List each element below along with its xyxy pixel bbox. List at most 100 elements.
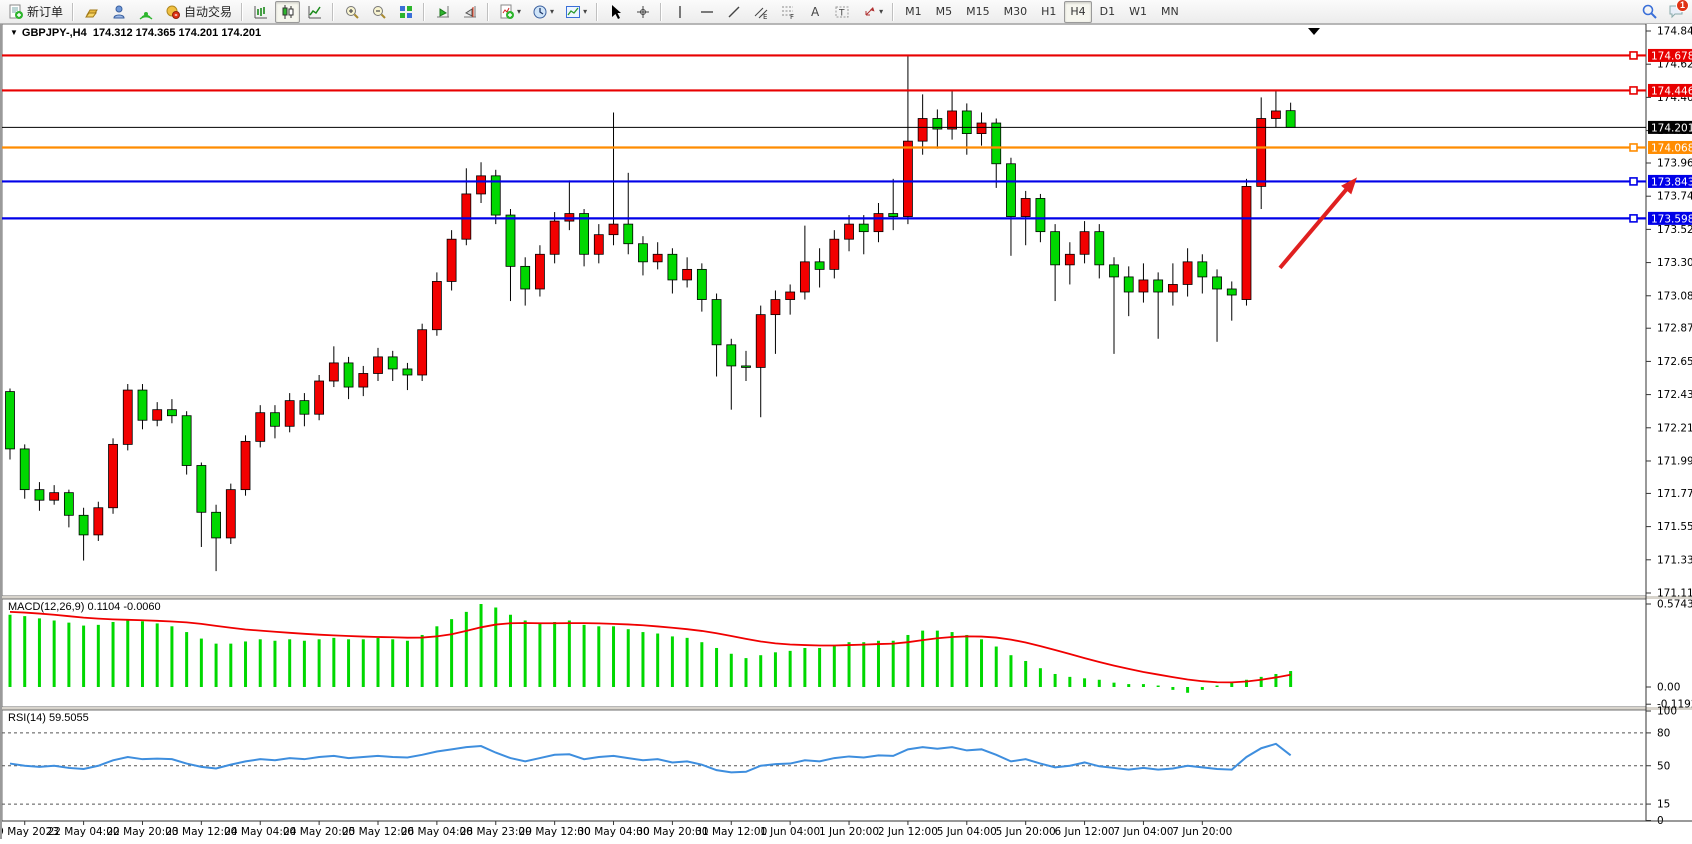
time-axis-label: 30 May 20:00 bbox=[636, 826, 708, 838]
dropdown-arrow-icon[interactable]: ▾ bbox=[550, 7, 555, 16]
toolbar-group bbox=[602, 1, 656, 23]
line-chart-button[interactable] bbox=[302, 1, 327, 23]
price-hline-handle[interactable] bbox=[1629, 177, 1638, 186]
templates-icon bbox=[564, 3, 581, 20]
chart-window[interactable]: ▼ GBPJPY-,H4 174.312 174.365 174.201 174.… bbox=[0, 23, 1692, 839]
bar-chart-button[interactable] bbox=[248, 1, 273, 23]
panel-separator[interactable] bbox=[2, 707, 1692, 710]
candle-body bbox=[417, 329, 428, 376]
candle-body bbox=[34, 489, 45, 501]
line-chart-icon bbox=[306, 3, 323, 20]
macd-signal-line bbox=[9, 610, 1291, 684]
channel-icon: E bbox=[752, 3, 769, 20]
cursor-button[interactable] bbox=[603, 1, 628, 23]
chart-shift-button[interactable] bbox=[457, 1, 482, 23]
candle-body bbox=[387, 356, 398, 370]
candlestick-chart-button[interactable] bbox=[275, 0, 301, 23]
tile-windows-button[interactable] bbox=[393, 1, 418, 23]
timeframe-m30-button[interactable]: M30 bbox=[1003, 5, 1028, 18]
notifications-button[interactable]: 1 bbox=[1664, 0, 1689, 23]
fibonacci-button[interactable]: F bbox=[775, 1, 800, 23]
signals-button[interactable] bbox=[133, 1, 158, 23]
metaeditor-button[interactable] bbox=[106, 1, 131, 23]
vertical-line-button[interactable] bbox=[667, 1, 692, 23]
new-order-button[interactable]: 新订单 bbox=[3, 1, 67, 23]
timeframe-m1-button[interactable]: M1 bbox=[905, 5, 922, 18]
price-tick-label: 171.335 bbox=[1657, 554, 1692, 566]
price-badge bbox=[1648, 140, 1692, 154]
candle-body bbox=[638, 243, 648, 263]
price-hline-handle[interactable] bbox=[1629, 51, 1638, 60]
price-hline-handle[interactable] bbox=[1629, 143, 1638, 152]
macd-tick-label: 0.00 bbox=[1657, 681, 1680, 693]
time-axis-label: 1 Jun 20:00 bbox=[819, 826, 879, 838]
candle-body bbox=[873, 213, 884, 233]
price-badge bbox=[1648, 174, 1692, 188]
candle-body bbox=[799, 261, 810, 293]
candle-body bbox=[755, 314, 766, 368]
periods-button[interactable]: ▾ bbox=[527, 1, 558, 23]
chart-shift-marker-icon[interactable] bbox=[1308, 28, 1320, 35]
periods-icon bbox=[531, 3, 548, 20]
horizontal-line-button[interactable] bbox=[694, 1, 719, 23]
indicators-button[interactable]: ▾ bbox=[494, 1, 525, 23]
candle-body bbox=[1020, 198, 1031, 217]
text-button[interactable]: A bbox=[802, 1, 827, 23]
candle-body bbox=[917, 118, 928, 142]
cursor-icon bbox=[607, 3, 624, 20]
trend-arrow-head[interactable] bbox=[1341, 177, 1357, 195]
timeframe-d1-button[interactable]: D1 bbox=[1099, 5, 1116, 18]
price-tick-label: 174.840 bbox=[1657, 26, 1692, 38]
arrows-button[interactable]: ▾ bbox=[856, 1, 887, 23]
candle-body bbox=[682, 268, 693, 281]
auto-scroll-button[interactable] bbox=[430, 1, 455, 23]
timeframe-h1-button[interactable]: H1 bbox=[1041, 5, 1057, 18]
macd-indicator-label: MACD(12,26,9) 0.1104 -0.0060 bbox=[8, 601, 161, 613]
trend-arrow[interactable] bbox=[1278, 185, 1351, 270]
timeframe-h4-button[interactable]: H4 bbox=[1064, 0, 1092, 23]
chart-canvas[interactable]: 174.840174.620174.400174.180173.965173.7… bbox=[0, 23, 1692, 839]
price-panel[interactable] bbox=[1, 23, 1647, 597]
market-watch-button[interactable] bbox=[79, 1, 104, 23]
price-hline-handle[interactable] bbox=[1629, 214, 1638, 223]
candle-body bbox=[490, 175, 501, 216]
autotrading-label: 自动交易 bbox=[184, 5, 233, 19]
crosshair-button[interactable] bbox=[630, 1, 655, 23]
macd-panel[interactable] bbox=[1, 598, 1647, 708]
dropdown-arrow-icon[interactable]: ▾ bbox=[583, 7, 588, 16]
panel-separator[interactable] bbox=[2, 596, 1692, 599]
zoom-out-button[interactable] bbox=[366, 1, 391, 23]
equidistant-channel-button[interactable]: E bbox=[748, 1, 773, 23]
candle-body bbox=[181, 415, 192, 466]
timeframe-w1-button[interactable]: W1 bbox=[1129, 5, 1147, 18]
zoom-in-button[interactable] bbox=[339, 1, 364, 23]
fibonacci-icon: F bbox=[779, 3, 796, 20]
autotrading-button[interactable]: 自动交易 bbox=[160, 1, 236, 23]
timeframe-m5-button[interactable]: M5 bbox=[935, 5, 953, 18]
candle-body bbox=[726, 344, 737, 367]
toolbar-separator bbox=[332, 2, 335, 21]
rsi-indicator-label: RSI(14) 59.5055 bbox=[8, 712, 89, 724]
dropdown-arrow-icon[interactable]: ▾ bbox=[879, 7, 884, 16]
candle-body bbox=[1226, 288, 1237, 296]
dropdown-arrow-icon[interactable]: ▾ bbox=[517, 7, 522, 16]
search-button[interactable] bbox=[1637, 1, 1662, 23]
timeframe-mn-button[interactable]: MN bbox=[1161, 5, 1179, 18]
price-badge-label: 173.843 bbox=[1651, 176, 1692, 188]
candle-body bbox=[1212, 276, 1222, 290]
price-tick-label: 172.870 bbox=[1657, 323, 1692, 335]
time-axis-label: 2 Jun 12:00 bbox=[878, 826, 938, 838]
timeframe-m15-button[interactable]: M15 bbox=[966, 5, 990, 18]
templates-button[interactable]: ▾ bbox=[560, 1, 591, 23]
price-hline-handle[interactable] bbox=[1629, 86, 1638, 95]
trendline-button[interactable] bbox=[721, 1, 746, 23]
candle-body bbox=[1006, 163, 1016, 217]
candle-body bbox=[1079, 231, 1090, 255]
signal-icon bbox=[137, 3, 154, 20]
text-label-button[interactable]: T bbox=[829, 1, 854, 23]
chart-title-dropdown-icon[interactable]: ▼ bbox=[10, 28, 18, 37]
text-icon: A bbox=[806, 3, 823, 20]
candle-body bbox=[947, 110, 957, 130]
candle-body bbox=[19, 448, 30, 491]
time-axis-label: 31 May 12:00 bbox=[695, 826, 767, 838]
